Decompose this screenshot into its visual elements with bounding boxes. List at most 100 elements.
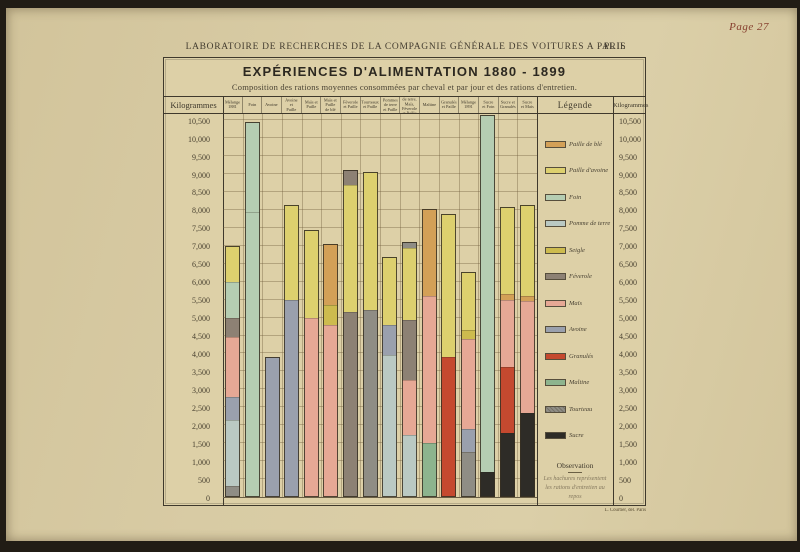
column-separator bbox=[399, 114, 401, 497]
bar-sucre-et-granules bbox=[500, 207, 516, 497]
bar-segment-paille_avoine bbox=[284, 204, 300, 300]
column-header-label: Maltine bbox=[422, 102, 436, 108]
column-separator bbox=[321, 114, 323, 497]
axis-tick-label: 2,500 bbox=[192, 403, 210, 413]
axis-tick-label: 1,500 bbox=[619, 439, 637, 449]
column-separator bbox=[458, 114, 460, 497]
axis-tick-label: 4,500 bbox=[619, 332, 637, 342]
axis-right-ticks: 0 500 1,000 1,500 2,000 2,500 3,000 3,500 4,000 4… bbox=[614, 114, 645, 503]
legend-item-label: Foin bbox=[569, 193, 582, 201]
gridline bbox=[223, 262, 537, 264]
axis-tick-label: 5,000 bbox=[619, 314, 637, 324]
legend-item-paille-de-ble: Paille de blé bbox=[545, 138, 602, 150]
column-header-label: Foin bbox=[248, 102, 256, 108]
bar-avoine-et-paille bbox=[284, 204, 300, 497]
axis-tick-label: 500 bbox=[198, 475, 210, 485]
column-header-tourteaux-et-paille: Tourteaux et Paille bbox=[361, 97, 381, 113]
bar-segment-paille_avoine bbox=[460, 272, 476, 331]
column-separator bbox=[380, 114, 381, 497]
axis-tick-label: 5,500 bbox=[619, 296, 637, 306]
gridline bbox=[223, 316, 537, 318]
gridline bbox=[223, 155, 537, 157]
axis-tick-label: 4,000 bbox=[192, 349, 210, 359]
axis-tick-label: 9,500 bbox=[192, 152, 210, 162]
axis-tick-label: 3,500 bbox=[619, 367, 637, 377]
axis-tick-label: 0 bbox=[619, 493, 623, 503]
axis-tick-label: 500 bbox=[619, 475, 631, 485]
axis-tick-label: 3,500 bbox=[192, 367, 210, 377]
column-header-label: Pommes de terre et Paille bbox=[382, 98, 398, 112]
column-separator bbox=[281, 114, 283, 497]
axis-tick-label: 6,500 bbox=[192, 260, 210, 270]
gridline bbox=[223, 424, 537, 426]
bar-segment-granules bbox=[500, 367, 516, 434]
legend-item-paille-d-avoine: Paille d'avoine bbox=[545, 165, 608, 177]
bar-segment-mais bbox=[303, 317, 319, 497]
axis-tick-label: 5,500 bbox=[192, 296, 210, 306]
legend-item-sucre: Sucre bbox=[545, 430, 584, 442]
observation-text: Les hachures représentent les rations d'… bbox=[543, 476, 607, 500]
bar-maltine bbox=[421, 208, 437, 497]
column-separator bbox=[438, 114, 440, 497]
gridline bbox=[223, 173, 537, 175]
bar-sucre-et-mais bbox=[519, 205, 535, 497]
axis-tick-label: 10,500 bbox=[188, 116, 210, 126]
gridline bbox=[223, 406, 537, 408]
column-header-avoine-et-paille: Avoine et Paille bbox=[282, 97, 302, 113]
bar-segment-feverole bbox=[343, 170, 359, 185]
column-header-foin: Foin bbox=[243, 97, 263, 113]
bar-segment-paille_de_ble bbox=[323, 244, 339, 305]
legend-item-label: Sucre bbox=[569, 432, 584, 439]
bar-segment-paille_avoine bbox=[519, 205, 535, 297]
chart-panel: EXPÉRIENCES D'ALIMENTATION 1880 - 1899 C… bbox=[163, 57, 648, 506]
axis-tick-label: 9,000 bbox=[192, 170, 210, 180]
bar-segment-paille_de_ble bbox=[421, 208, 437, 297]
bar-pommes-de-terre-mais-feverole-et-paille bbox=[401, 242, 417, 497]
gridline bbox=[223, 280, 537, 282]
column-header-label: Maïs et Paille bbox=[304, 100, 318, 110]
column-header-label: Sucre et Foin bbox=[482, 100, 495, 110]
separator-legend-left bbox=[537, 96, 538, 505]
legend-item-label: Féverole bbox=[569, 273, 592, 280]
axis-tick-label: 7,000 bbox=[619, 242, 637, 252]
bar-segment-avoine bbox=[264, 357, 280, 497]
bar-segment-mais bbox=[500, 300, 516, 368]
gridline bbox=[223, 334, 537, 336]
bar-segment-mais bbox=[460, 339, 476, 429]
legend-item-maltine: Maltine bbox=[545, 377, 589, 389]
axis-tick-label: 8,000 bbox=[619, 206, 637, 216]
column-header-pommes-de-terre-et-paille: Pommes de terre et Paille bbox=[381, 97, 401, 113]
table-header-row: Kilogrammes Mélange 1881 Foin Avoine Avoine… bbox=[164, 96, 648, 114]
column-separator bbox=[517, 114, 519, 497]
paille_de_ble-swatch bbox=[545, 140, 566, 148]
legend-item-mais: Maïs bbox=[545, 297, 582, 309]
legend-item-label: Avoine bbox=[569, 326, 587, 333]
bar-segment-tourteau bbox=[225, 486, 241, 497]
bar-avoine bbox=[264, 357, 280, 497]
legend-item-label: Granulés bbox=[569, 352, 594, 360]
pomme_de_terre-swatch bbox=[545, 220, 566, 227]
column-header-label: Avoine et Paille bbox=[285, 98, 298, 112]
gridline bbox=[223, 442, 537, 444]
column-header-melange-1891: Mélange 1891 bbox=[459, 97, 479, 113]
separator-legend-right bbox=[613, 96, 614, 505]
column-header-melange-1881: Mélange 1881 bbox=[223, 97, 243, 113]
column-header-label: Tourteaux et Paille bbox=[361, 100, 379, 110]
bar-segment-paille_avoine bbox=[500, 207, 516, 295]
axis-tick-label: 9,000 bbox=[619, 170, 637, 180]
bar-segment-pomme_de_terre bbox=[382, 355, 398, 497]
page-number: Page 27 bbox=[729, 21, 769, 33]
bar-segment-granules bbox=[441, 357, 457, 497]
axis-tick-label: 6,000 bbox=[192, 278, 210, 288]
bar-segment-sucre bbox=[519, 413, 535, 497]
bar-segment-tourteau bbox=[401, 242, 417, 248]
bar-feverole-et-paille bbox=[343, 170, 359, 497]
column-header-granules-et-paille: Granulés et Paille bbox=[440, 97, 460, 113]
column-header-label: Sucre et Maïs bbox=[521, 100, 535, 110]
axis-tick-label: 1,500 bbox=[192, 439, 210, 449]
column-header-sucre-et-granules: Sucre et Granulés bbox=[499, 97, 519, 113]
bar-segment-mais bbox=[421, 296, 437, 444]
gridline bbox=[223, 352, 537, 354]
bar-segment-mais bbox=[225, 337, 241, 397]
bar-segment-maltine bbox=[421, 443, 437, 497]
